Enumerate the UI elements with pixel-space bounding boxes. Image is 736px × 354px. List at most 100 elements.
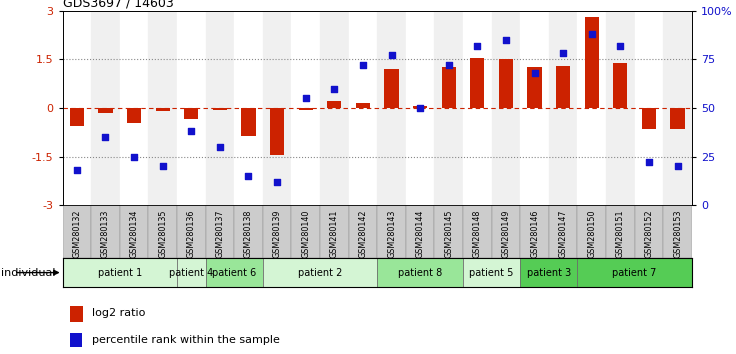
Bar	[520, 11, 549, 205]
Bar	[463, 205, 492, 258]
Text: log2 ratio: log2 ratio	[92, 308, 146, 318]
Text: GSM280149: GSM280149	[501, 210, 511, 258]
Text: GSM280147: GSM280147	[559, 210, 567, 258]
Point	[243, 173, 255, 179]
Text: GSM280143: GSM280143	[387, 210, 396, 258]
Point	[214, 144, 226, 150]
Text: patient 3: patient 3	[527, 268, 571, 278]
Bar	[492, 205, 520, 258]
Bar	[205, 258, 263, 287]
Point	[128, 154, 140, 159]
Bar	[349, 11, 377, 205]
Point	[586, 31, 598, 37]
Bar	[606, 205, 634, 258]
Text: GSM280136: GSM280136	[187, 210, 196, 258]
Bar	[520, 205, 549, 258]
Bar	[434, 205, 463, 258]
Point	[557, 51, 569, 56]
Text: GSM280150: GSM280150	[587, 210, 596, 258]
Bar	[406, 205, 434, 258]
Bar	[499, 59, 513, 108]
Bar	[234, 11, 263, 205]
Point	[71, 167, 82, 173]
Point	[414, 105, 426, 111]
Bar	[663, 11, 692, 205]
Text: GSM280134: GSM280134	[130, 210, 138, 258]
Bar	[291, 11, 320, 205]
Point	[643, 160, 655, 165]
Point	[386, 53, 397, 58]
Bar	[99, 108, 113, 113]
Bar	[613, 63, 628, 108]
Text: patient 7: patient 7	[612, 268, 657, 278]
Bar	[263, 205, 291, 258]
Text: patient 4: patient 4	[169, 268, 213, 278]
Bar	[578, 205, 606, 258]
Point	[528, 70, 540, 76]
Bar	[63, 11, 91, 205]
Text: patient 2: patient 2	[298, 268, 342, 278]
Bar	[120, 11, 149, 205]
Text: patient 1: patient 1	[98, 268, 142, 278]
Text: patient 5: patient 5	[470, 268, 514, 278]
Bar	[320, 205, 349, 258]
Bar	[234, 205, 263, 258]
Bar	[634, 11, 663, 205]
Text: GSM280139: GSM280139	[272, 210, 282, 258]
Bar	[377, 258, 463, 287]
Bar	[177, 258, 205, 287]
Bar	[127, 108, 141, 122]
Bar	[584, 17, 599, 108]
Text: patient 8: patient 8	[398, 268, 442, 278]
Bar	[556, 66, 570, 108]
Bar	[413, 106, 428, 108]
Bar	[91, 205, 120, 258]
Text: GSM280140: GSM280140	[301, 210, 310, 258]
Bar	[663, 205, 692, 258]
Bar	[205, 11, 234, 205]
Bar	[520, 258, 578, 287]
Bar	[91, 11, 120, 205]
Bar	[463, 11, 492, 205]
Text: individual: individual	[1, 268, 55, 278]
Point	[357, 62, 369, 68]
Bar	[377, 205, 406, 258]
Text: GSM280148: GSM280148	[473, 210, 482, 258]
Point	[615, 43, 626, 48]
Bar	[327, 102, 342, 108]
Point	[271, 179, 283, 185]
Point	[185, 129, 197, 134]
Bar	[320, 11, 349, 205]
Bar	[377, 11, 406, 205]
Bar	[263, 11, 291, 205]
Bar	[349, 205, 377, 258]
Point	[500, 37, 512, 43]
Bar	[270, 108, 284, 155]
Text: percentile rank within the sample: percentile rank within the sample	[92, 335, 280, 345]
Bar	[442, 67, 456, 108]
Bar	[70, 108, 84, 126]
Bar	[549, 11, 578, 205]
Text: GSM280132: GSM280132	[72, 210, 82, 258]
Bar	[670, 108, 684, 129]
Text: GDS3697 / 14603: GDS3697 / 14603	[63, 0, 173, 10]
Bar	[149, 11, 177, 205]
Bar	[355, 103, 370, 108]
Bar	[63, 258, 177, 287]
Bar	[155, 108, 170, 111]
Bar	[177, 205, 205, 258]
Text: GSM280152: GSM280152	[645, 210, 654, 258]
Bar	[184, 108, 199, 119]
Text: GSM280135: GSM280135	[158, 210, 167, 258]
Bar	[291, 205, 320, 258]
Point	[300, 95, 311, 101]
Bar	[384, 69, 399, 108]
Bar	[549, 205, 578, 258]
Bar	[406, 11, 434, 205]
Point	[99, 135, 111, 140]
Bar	[492, 11, 520, 205]
Bar	[634, 205, 663, 258]
Text: GSM280145: GSM280145	[445, 210, 453, 258]
Bar	[263, 258, 377, 287]
Text: GSM280141: GSM280141	[330, 210, 339, 258]
